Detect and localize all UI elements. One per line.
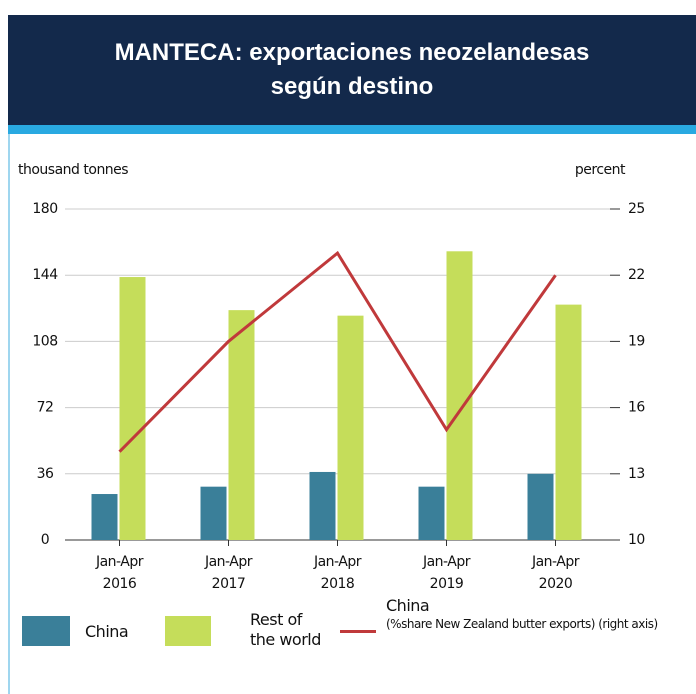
border (8, 134, 10, 694)
legend-swatch (340, 630, 376, 633)
bar (527, 473, 554, 540)
legend-swatch (22, 616, 70, 646)
bar (337, 315, 364, 540)
bar (228, 310, 255, 540)
x-tick-label: Jan-Apr 2020 (531, 554, 580, 592)
y-tick-label: 36 (37, 466, 54, 482)
legend-swatch (165, 616, 211, 646)
legend-label: China (386, 596, 430, 615)
bar (119, 277, 146, 540)
bar (418, 486, 445, 540)
x-tick-label: Jan-Apr 2016 (95, 554, 144, 592)
bar (200, 486, 227, 540)
bar (446, 251, 473, 541)
y2-tick-label: 10 (628, 532, 645, 548)
header: MANTECA: exportaciones neozelandesas seg… (8, 15, 696, 125)
y-axis-label: thousand tonnes (18, 162, 128, 178)
x-tick-label: Jan-Apr 2017 (204, 554, 253, 592)
y2-axis-label: percent (575, 162, 626, 178)
x-tick-label: Jan-Apr 2019 (422, 554, 471, 592)
y-tick-label: 180 (32, 201, 57, 217)
y-tick-label: 72 (37, 400, 54, 416)
legend-label: Rest of the world (250, 610, 321, 649)
bar (309, 471, 336, 540)
y-tick-label: 144 (32, 267, 58, 283)
y-tick-label: 108 (32, 333, 57, 349)
stripe (8, 125, 696, 134)
y2-tick-label: 13 (628, 466, 645, 482)
y2-tick-label: 19 (628, 333, 645, 349)
line-series (118, 250, 557, 453)
y2-tick-label: 16 (628, 400, 645, 416)
legend-label: China (85, 622, 129, 641)
y2-tick-label: 22 (628, 267, 645, 283)
y2-tick-label: 25 (628, 201, 645, 217)
bar (555, 304, 582, 540)
y-tick-label: 0 (41, 532, 49, 548)
x-tick-label: Jan-Apr 2018 (313, 554, 362, 592)
chart-title: MANTECA: exportaciones neozelandesas seg… (114, 39, 590, 100)
legend-note: (%share New Zealand butter exports) (rig… (386, 617, 658, 631)
bar (91, 494, 118, 540)
